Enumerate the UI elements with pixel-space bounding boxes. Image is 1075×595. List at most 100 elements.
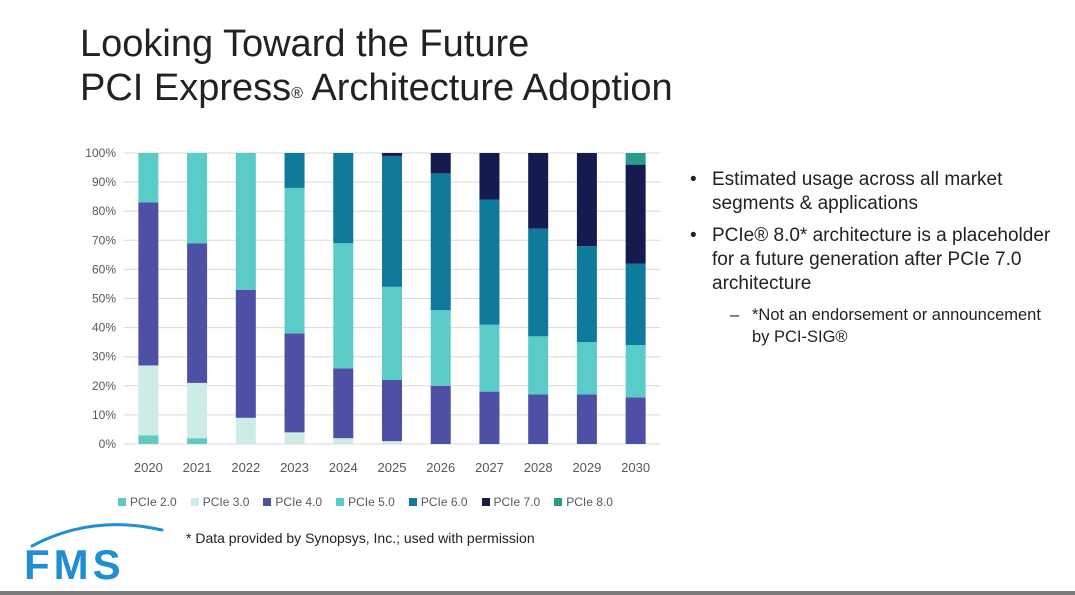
bar-2029-pcie-7-0: [576, 153, 597, 247]
bar-2029-pcie-6-0: [576, 246, 597, 343]
legend-swatch: [408, 498, 417, 506]
bar-2022-pcie-5-0: [235, 153, 256, 290]
bar-2023-pcie-3-0: [284, 432, 305, 444]
x-tick-label: 2021: [183, 460, 212, 475]
y-tick-label: 30%: [92, 350, 116, 364]
fms-logo-text: FMS: [24, 541, 125, 588]
bar-2021-pcie-2-0: [187, 438, 208, 444]
y-tick-label: 100%: [85, 146, 116, 160]
y-tick-label: 80%: [92, 204, 116, 218]
bar-2020-pcie-2-0: [138, 435, 159, 444]
legend-item: PCIe 7.0: [481, 495, 541, 509]
bar-2021-pcie-5-0: [187, 153, 208, 244]
legend-label: PCIe 7.0: [493, 495, 541, 509]
bullet-2: PCIe® 8.0* architecture is a placeholder…: [688, 224, 1058, 296]
legend-swatch: [554, 498, 563, 506]
legend-swatch: [118, 498, 126, 506]
x-tick-label: 2022: [231, 460, 260, 475]
bar-2025-pcie-4-0: [382, 379, 402, 442]
y-tick-label: 70%: [92, 233, 116, 247]
y-tick-label: 0%: [99, 437, 117, 451]
x-tick-label: 2025: [378, 460, 407, 475]
bar-2029-pcie-4-0: [576, 394, 597, 444]
y-tick-label: 50%: [92, 292, 116, 306]
bar-2022-pcie-3-0: [235, 417, 256, 444]
title-line-2: PCI Express® Architecture Adoption: [80, 66, 673, 110]
bar-2030-pcie-6-0: [625, 263, 646, 346]
bar-2024-pcie-5-0: [333, 243, 354, 369]
bar-2027-pcie-4-0: [479, 391, 500, 444]
legend-label: PCIe 2.0: [130, 495, 177, 509]
bar-2028-pcie-5-0: [528, 336, 549, 395]
bar-2020-pcie-3-0: [138, 365, 159, 436]
title-line-1: Looking Toward the Future: [80, 23, 530, 65]
bar-2025-pcie-5-0: [382, 286, 402, 380]
legend-item: PCIe 2.0: [118, 495, 177, 509]
bar-2020-pcie-5-0: [138, 153, 159, 203]
bar-2026-pcie-6-0: [430, 173, 451, 311]
legend-item: PCIe 8.0: [554, 495, 613, 509]
y-tick-label: 60%: [92, 262, 116, 276]
x-tick-label: 2024: [329, 460, 358, 475]
legend-label: PCIe 4.0: [275, 495, 323, 509]
bar-2027-pcie-6-0: [479, 199, 500, 325]
x-tick-label: 2026: [426, 460, 455, 475]
bar-2023-pcie-4-0: [284, 333, 305, 433]
bar-2025-pcie-7-0: [382, 153, 402, 156]
data-footnote: * Data provided by Synopsys, Inc.; used …: [186, 530, 535, 546]
x-tick-label: 2029: [572, 460, 601, 475]
bullet-1: Estimated usage across all market segmen…: [688, 168, 1058, 216]
bar-2027-pcie-5-0: [479, 324, 500, 392]
bar-2023-pcie-5-0: [284, 187, 305, 334]
bar-2029-pcie-5-0: [576, 342, 597, 395]
legend-swatch: [190, 498, 199, 506]
bullet-list: Estimated usage across all market segmen…: [688, 168, 1058, 348]
bar-2028-pcie-7-0: [528, 153, 549, 229]
legend-item: PCIe 5.0: [336, 495, 395, 509]
title-line-2-post: Architecture Adoption: [302, 67, 673, 109]
bar-2020-pcie-4-0: [138, 202, 159, 366]
bar-2028-pcie-6-0: [528, 228, 549, 337]
slide-title: Looking Toward the Future PCI Express® A…: [80, 22, 673, 110]
legend-item: PCIe 3.0: [190, 495, 250, 509]
bar-2025-pcie-6-0: [382, 155, 402, 287]
bar-2030-pcie-5-0: [625, 345, 646, 398]
bottom-divider: [0, 591, 1075, 595]
bar-2027-pcie-7-0: [479, 153, 500, 200]
y-tick-label: 40%: [92, 321, 116, 335]
registered-mark: ®: [291, 85, 303, 102]
legend-label: PCIe 8.0: [566, 495, 613, 509]
x-tick-label: 2020: [134, 460, 163, 475]
x-tick-label: 2023: [280, 460, 309, 475]
bar-2021-pcie-3-0: [187, 382, 208, 439]
bar-2030-pcie-4-0: [625, 397, 646, 444]
legend-swatch: [336, 498, 345, 506]
bar-2026-pcie-7-0: [430, 153, 451, 174]
chart-legend: PCIe 2.0 PCIe 3.0 PCIe 4.0 PCIe 5.0 PCIe 6.0…: [118, 495, 613, 509]
bar-2026-pcie-4-0: [430, 385, 451, 444]
bar-2030-pcie-7-0: [625, 164, 646, 264]
legend-item: PCIe 4.0: [263, 495, 322, 509]
legend-item: PCIe 6.0: [408, 495, 468, 509]
bar-2030-pcie-8-0: [625, 153, 646, 165]
legend-label: PCIe 6.0: [420, 495, 468, 509]
title-line-2-pre: PCI Express: [80, 67, 292, 109]
legend-swatch: [263, 498, 272, 506]
bar-2024-pcie-4-0: [333, 368, 354, 439]
y-tick-label: 10%: [92, 408, 116, 422]
sub-bullet: *Not an endorsement or announcement by P…: [688, 304, 1058, 348]
bar-2024-pcie-6-0: [333, 153, 354, 244]
bar-2025-pcie-3-0: [382, 441, 402, 444]
bar-2022-pcie-4-0: [235, 289, 256, 418]
x-tick-label: 2030: [621, 460, 650, 475]
bar-2023-pcie-6-0: [284, 153, 305, 188]
x-tick-label: 2027: [475, 460, 504, 475]
legend-label: PCIe 5.0: [348, 495, 395, 509]
x-tick-label: 2028: [524, 460, 553, 475]
legend-swatch: [481, 498, 490, 506]
bar-2026-pcie-5-0: [430, 310, 451, 386]
legend-label: PCIe 3.0: [202, 495, 250, 509]
y-tick-label: 20%: [92, 379, 116, 393]
bar-2024-pcie-3-0: [333, 438, 354, 444]
